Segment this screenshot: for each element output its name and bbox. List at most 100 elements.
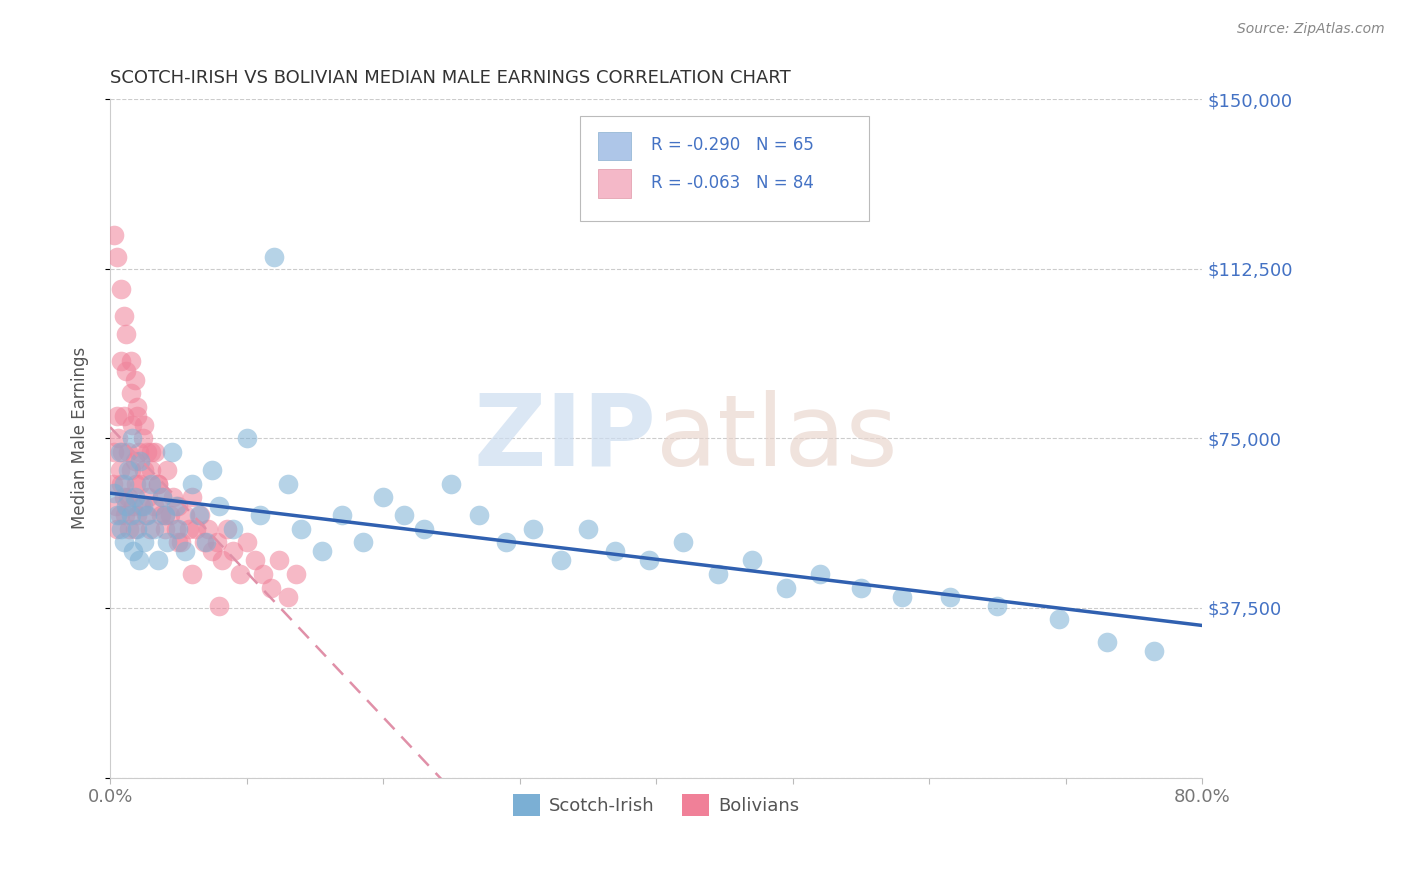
Point bbox=[142, 500, 165, 514]
Point bbox=[135, 508, 157, 523]
Point bbox=[110, 522, 132, 536]
Point bbox=[146, 553, 169, 567]
Point bbox=[550, 553, 572, 567]
Point bbox=[188, 508, 211, 523]
Point bbox=[134, 463, 156, 477]
Point bbox=[108, 508, 131, 523]
Point bbox=[222, 522, 245, 536]
Point bbox=[197, 522, 219, 536]
Point bbox=[120, 508, 142, 523]
Point bbox=[235, 431, 257, 445]
Point bbox=[181, 490, 204, 504]
Point bbox=[576, 522, 599, 536]
Point bbox=[124, 373, 146, 387]
Point bbox=[260, 581, 283, 595]
Point bbox=[117, 445, 139, 459]
Point bbox=[330, 508, 353, 523]
Point bbox=[181, 567, 204, 582]
Bar bbox=[599, 169, 631, 197]
Point bbox=[132, 431, 155, 445]
Text: atlas: atlas bbox=[657, 390, 898, 487]
Point bbox=[105, 409, 128, 423]
Point bbox=[165, 522, 187, 536]
Point bbox=[741, 553, 763, 567]
Point bbox=[127, 508, 149, 523]
Point bbox=[136, 445, 159, 459]
Point bbox=[129, 454, 152, 468]
Point bbox=[179, 522, 201, 536]
Point bbox=[201, 463, 224, 477]
Point bbox=[194, 535, 217, 549]
Point bbox=[114, 508, 136, 523]
Point bbox=[146, 476, 169, 491]
Point bbox=[1143, 644, 1166, 658]
Point bbox=[127, 522, 149, 536]
Point bbox=[808, 567, 831, 582]
Point bbox=[134, 535, 156, 549]
Point bbox=[156, 463, 179, 477]
Point bbox=[115, 500, 138, 514]
Point bbox=[184, 522, 207, 536]
Text: Source: ZipAtlas.com: Source: ZipAtlas.com bbox=[1237, 22, 1385, 37]
Point bbox=[142, 522, 165, 536]
Point bbox=[146, 476, 169, 491]
Point bbox=[138, 522, 160, 536]
Bar bbox=[599, 132, 631, 161]
Point bbox=[115, 327, 138, 342]
Point bbox=[211, 553, 233, 567]
Point bbox=[103, 485, 125, 500]
Point bbox=[371, 490, 394, 504]
Point bbox=[103, 445, 125, 459]
Point bbox=[986, 599, 1008, 613]
Text: R = -0.063   N = 84: R = -0.063 N = 84 bbox=[651, 174, 814, 193]
Point bbox=[205, 535, 228, 549]
Legend: Scotch-Irish, Bolivians: Scotch-Irish, Bolivians bbox=[506, 787, 807, 822]
Point bbox=[112, 476, 135, 491]
Point bbox=[890, 590, 912, 604]
FancyBboxPatch shape bbox=[579, 116, 869, 221]
Point bbox=[150, 490, 173, 504]
Point bbox=[104, 500, 127, 514]
Point bbox=[217, 522, 239, 536]
Point bbox=[124, 522, 146, 536]
Point bbox=[110, 354, 132, 368]
Point bbox=[229, 567, 252, 582]
Point bbox=[208, 599, 231, 613]
Point bbox=[162, 490, 184, 504]
Point bbox=[112, 409, 135, 423]
Point bbox=[263, 251, 285, 265]
Point bbox=[193, 535, 215, 549]
Point bbox=[638, 553, 661, 567]
Point bbox=[413, 522, 436, 536]
Point bbox=[277, 476, 299, 491]
Point bbox=[134, 417, 156, 432]
Point bbox=[495, 535, 517, 549]
Text: ZIP: ZIP bbox=[474, 390, 657, 487]
Point bbox=[153, 508, 176, 523]
Text: SCOTCH-IRISH VS BOLIVIAN MEDIAN MALE EARNINGS CORRELATION CHART: SCOTCH-IRISH VS BOLIVIAN MEDIAN MALE EAR… bbox=[110, 69, 790, 87]
Point bbox=[160, 445, 183, 459]
Point bbox=[108, 445, 131, 459]
Point bbox=[165, 500, 187, 514]
Point bbox=[103, 227, 125, 242]
Point bbox=[174, 508, 197, 523]
Point bbox=[118, 522, 141, 536]
Point bbox=[105, 251, 128, 265]
Point bbox=[105, 508, 128, 523]
Point bbox=[124, 490, 146, 504]
Point bbox=[112, 535, 135, 549]
Point bbox=[252, 567, 274, 582]
Point bbox=[522, 522, 544, 536]
Point bbox=[167, 535, 190, 549]
Point bbox=[290, 522, 312, 536]
Point bbox=[440, 476, 463, 491]
Point bbox=[249, 508, 271, 523]
Point bbox=[167, 500, 190, 514]
Point bbox=[849, 581, 872, 595]
Point bbox=[156, 535, 179, 549]
Point bbox=[108, 463, 131, 477]
Point bbox=[101, 476, 124, 491]
Point bbox=[139, 463, 162, 477]
Point bbox=[122, 500, 145, 514]
Point bbox=[1095, 635, 1118, 649]
